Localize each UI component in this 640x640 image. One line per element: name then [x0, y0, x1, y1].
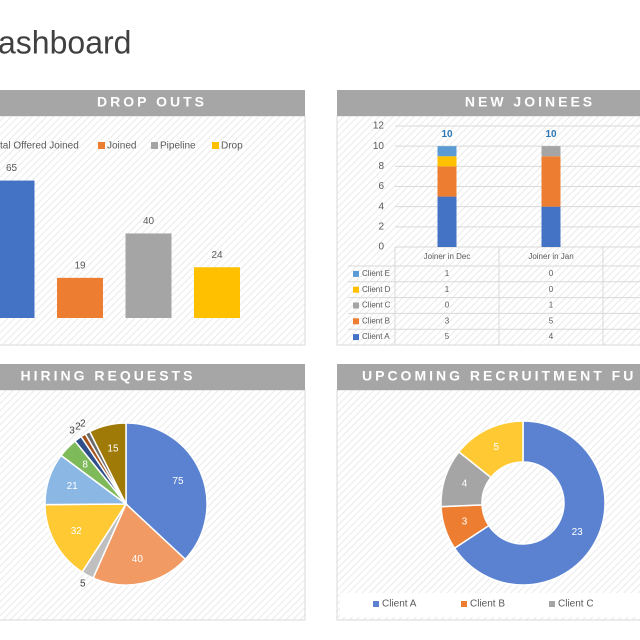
slice — [44, 503, 128, 574]
legend-marker — [212, 142, 219, 149]
chart-title: HIRING REQUESTS — [21, 368, 196, 384]
legend-label: Joined — [107, 141, 136, 152]
y-tick-label: 6 — [378, 181, 384, 192]
legend-marker — [98, 142, 105, 149]
y-tick-label: 0 — [378, 242, 384, 253]
total-label: 10 — [545, 129, 557, 140]
bar-segment — [541, 146, 561, 157]
legend-label: Pipeline — [160, 141, 196, 152]
panel-header — [337, 90, 640, 116]
legend-label: Client A — [382, 599, 417, 610]
legend-marker — [353, 270, 359, 277]
panel-header — [0, 90, 305, 116]
page-title: ashboard — [0, 24, 131, 60]
table-cell: 1 — [445, 285, 450, 294]
table-cell: 3 — [445, 316, 450, 325]
value-label: 21 — [67, 481, 79, 492]
value-label: 3 — [69, 425, 75, 436]
value-label: 32 — [71, 526, 83, 537]
bar — [57, 277, 103, 318]
y-tick-label: 10 — [373, 141, 385, 152]
legend-label: Client C — [558, 599, 594, 610]
legend-marker — [353, 318, 359, 325]
table-row-label: Client E — [362, 269, 390, 278]
legend-marker — [353, 302, 359, 309]
legend-label: Client B — [470, 599, 505, 610]
legend-marker — [549, 601, 555, 607]
legend-marker — [353, 286, 359, 293]
table-cell: 0 — [549, 285, 554, 294]
legend-label: Drop — [221, 141, 243, 152]
y-tick-label: 2 — [378, 221, 384, 232]
slice — [92, 502, 187, 586]
table-row-label: Client D — [362, 285, 391, 294]
table-cell: 0 — [549, 269, 554, 278]
y-tick-label: 4 — [378, 201, 384, 212]
value-label: 19 — [74, 260, 86, 271]
slice — [88, 422, 127, 505]
table-row-label: Client A — [362, 332, 390, 341]
x-tick-label: Joiner in Dec — [424, 252, 471, 261]
panel-header — [337, 364, 640, 390]
slice — [453, 420, 606, 586]
table-cell: 4 — [549, 332, 554, 341]
value-label: 15 — [107, 443, 119, 454]
value-label: 75 — [172, 476, 184, 487]
table-cell: 5 — [549, 316, 554, 325]
value-label: 8 — [82, 459, 88, 470]
legend-bg — [340, 593, 640, 617]
y-tick-label: 12 — [373, 121, 385, 132]
slice — [125, 422, 208, 561]
table-cell: 5 — [445, 332, 450, 341]
value-label: 24 — [211, 250, 223, 261]
chart-title: NEW JOINEES — [465, 94, 595, 110]
slice — [457, 420, 524, 479]
bar — [194, 267, 240, 318]
bar-segment — [437, 156, 457, 167]
bar — [0, 180, 35, 318]
legend-marker — [461, 601, 467, 607]
x-tick-label: Joiner in Jan — [528, 252, 573, 261]
value-label: 40 — [143, 216, 155, 227]
bar-segment — [437, 166, 457, 197]
y-tick-label: 8 — [378, 161, 384, 172]
bar-segment — [437, 196, 457, 247]
bar — [125, 233, 172, 318]
table-cell: 1 — [445, 269, 450, 278]
bar-segment — [541, 206, 561, 247]
bar-segment — [541, 156, 561, 207]
panel — [336, 115, 640, 346]
value-label: 40 — [132, 554, 144, 565]
legend-marker — [373, 601, 379, 607]
table-cell: 1 — [549, 301, 554, 310]
value-label: 5 — [80, 579, 86, 590]
value-label: 65 — [6, 163, 18, 174]
legend-marker — [353, 334, 359, 341]
value-label: 4 — [462, 479, 468, 490]
panel-header — [0, 364, 305, 390]
value-label: 5 — [494, 442, 500, 453]
total-label: 10 — [441, 129, 453, 140]
value-label: 2 — [75, 421, 81, 432]
table-cell: 0 — [445, 301, 450, 310]
legend-marker — [151, 142, 158, 149]
value-label: 23 — [572, 527, 584, 538]
chart-title: UPCOMING RECRUITMENT FU — [362, 368, 636, 384]
bar-segment — [437, 146, 457, 157]
value-label: 2 — [80, 419, 86, 430]
chart-title: DROP OUTS — [97, 94, 207, 110]
legend-label: tal Offered Joined — [0, 141, 79, 152]
table-row-label: Client C — [362, 301, 391, 310]
table-row-label: Client B — [362, 316, 390, 325]
value-label: 3 — [462, 517, 468, 528]
